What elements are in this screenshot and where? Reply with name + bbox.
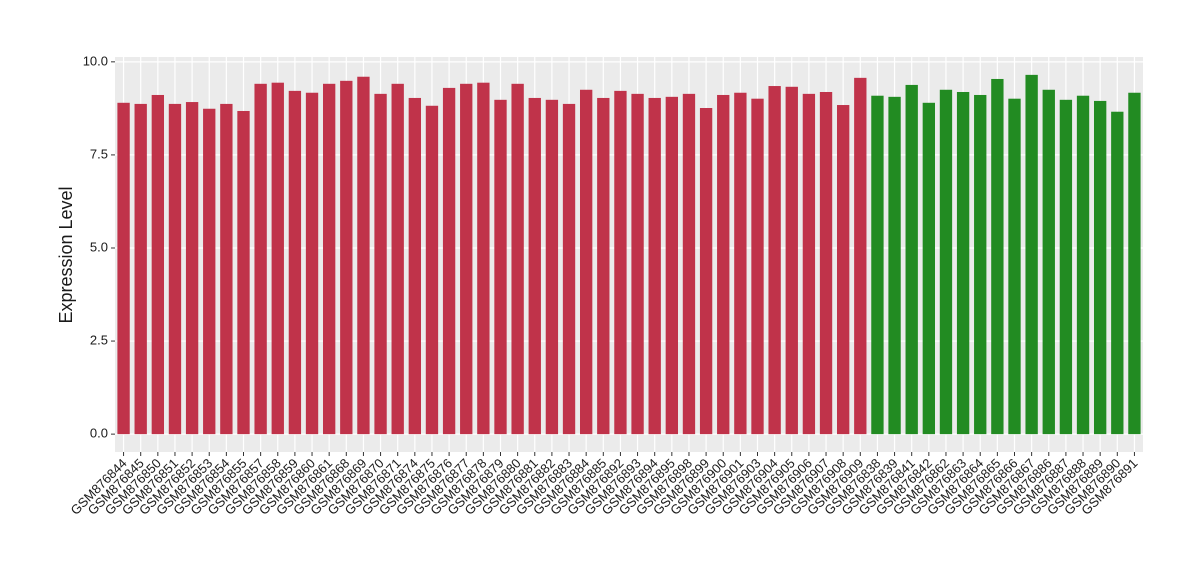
bar (991, 78, 1004, 435)
y-tick-label: 10.0 (83, 53, 108, 68)
bar (203, 108, 216, 435)
bar (922, 102, 936, 435)
bar (220, 103, 233, 435)
bar (785, 86, 798, 435)
bar (1042, 89, 1055, 435)
bar (888, 96, 901, 435)
bar (477, 82, 490, 435)
bar (1059, 99, 1073, 435)
y-axis-title: Expression Level (56, 186, 76, 323)
bar (425, 105, 439, 435)
bar (819, 91, 833, 435)
bar (1008, 98, 1021, 435)
bar (854, 77, 867, 435)
bar (1025, 74, 1038, 435)
bar (237, 110, 250, 435)
bar (528, 97, 541, 435)
bar (751, 98, 764, 435)
bar (1128, 92, 1141, 435)
bar (322, 83, 336, 435)
bar (682, 93, 696, 435)
bar (836, 105, 850, 435)
bar (340, 80, 353, 435)
bar (494, 99, 507, 435)
bar (956, 91, 970, 435)
bar (408, 97, 422, 435)
bar (151, 94, 165, 435)
bar (391, 83, 404, 435)
bar (134, 103, 147, 435)
plot-panel (115, 57, 1143, 452)
bar (460, 83, 473, 435)
bar (768, 86, 781, 435)
bar (271, 82, 284, 435)
bar (168, 103, 182, 435)
y-tick-label: 0.0 (90, 426, 108, 441)
bar (939, 89, 953, 435)
bar (545, 99, 559, 435)
bar (717, 94, 730, 435)
bar (974, 94, 987, 435)
bar (185, 102, 199, 435)
bar (374, 93, 387, 435)
bar (1093, 100, 1107, 435)
y-tick-label: 5.0 (90, 239, 108, 254)
bar (117, 102, 130, 435)
bar (905, 84, 918, 435)
bar (305, 92, 319, 435)
bar (614, 90, 627, 435)
bar (665, 96, 679, 435)
bar (511, 83, 524, 435)
bar (802, 93, 816, 435)
bar (648, 97, 661, 435)
bar (357, 76, 370, 435)
bar (288, 90, 302, 435)
bar (597, 97, 610, 435)
bar (631, 93, 644, 435)
bar (562, 103, 576, 435)
bar (254, 83, 267, 435)
bar (699, 108, 713, 435)
bar (734, 92, 747, 435)
bar (579, 89, 593, 435)
bar (1111, 111, 1124, 435)
bar (442, 87, 456, 435)
bar (871, 95, 884, 435)
y-tick-label: 7.5 (90, 146, 108, 161)
bar (1076, 95, 1090, 435)
y-tick-label: 2.5 (90, 332, 108, 347)
